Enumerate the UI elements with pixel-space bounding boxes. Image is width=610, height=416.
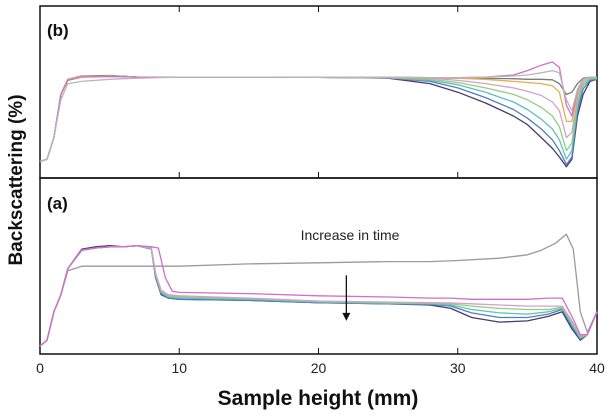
x-axis-label: Sample height (mm)	[218, 387, 419, 410]
x-axis-ticks: 0 10 20 30 40	[36, 6, 605, 376]
x-tick-label: 10	[171, 360, 187, 376]
annotation-increase-in-time: Increase in time	[301, 227, 400, 243]
panel-a-label: (a)	[47, 194, 68, 213]
panel-a-series-line-6	[39, 245, 598, 347]
x-tick-label: 30	[450, 360, 466, 376]
panel-b-series-line-8	[39, 69, 597, 163]
x-tick-label: 0	[36, 360, 44, 376]
x-tick-label: 20	[311, 360, 327, 376]
panel-b-series	[39, 61, 598, 168]
x-tick-label: 40	[589, 360, 605, 376]
y-axis-label: Backscattering (%)	[6, 94, 27, 265]
panel-b-label: (b)	[47, 21, 69, 40]
annotation-arrowhead	[342, 312, 351, 321]
panel-a-series	[39, 233, 598, 347]
